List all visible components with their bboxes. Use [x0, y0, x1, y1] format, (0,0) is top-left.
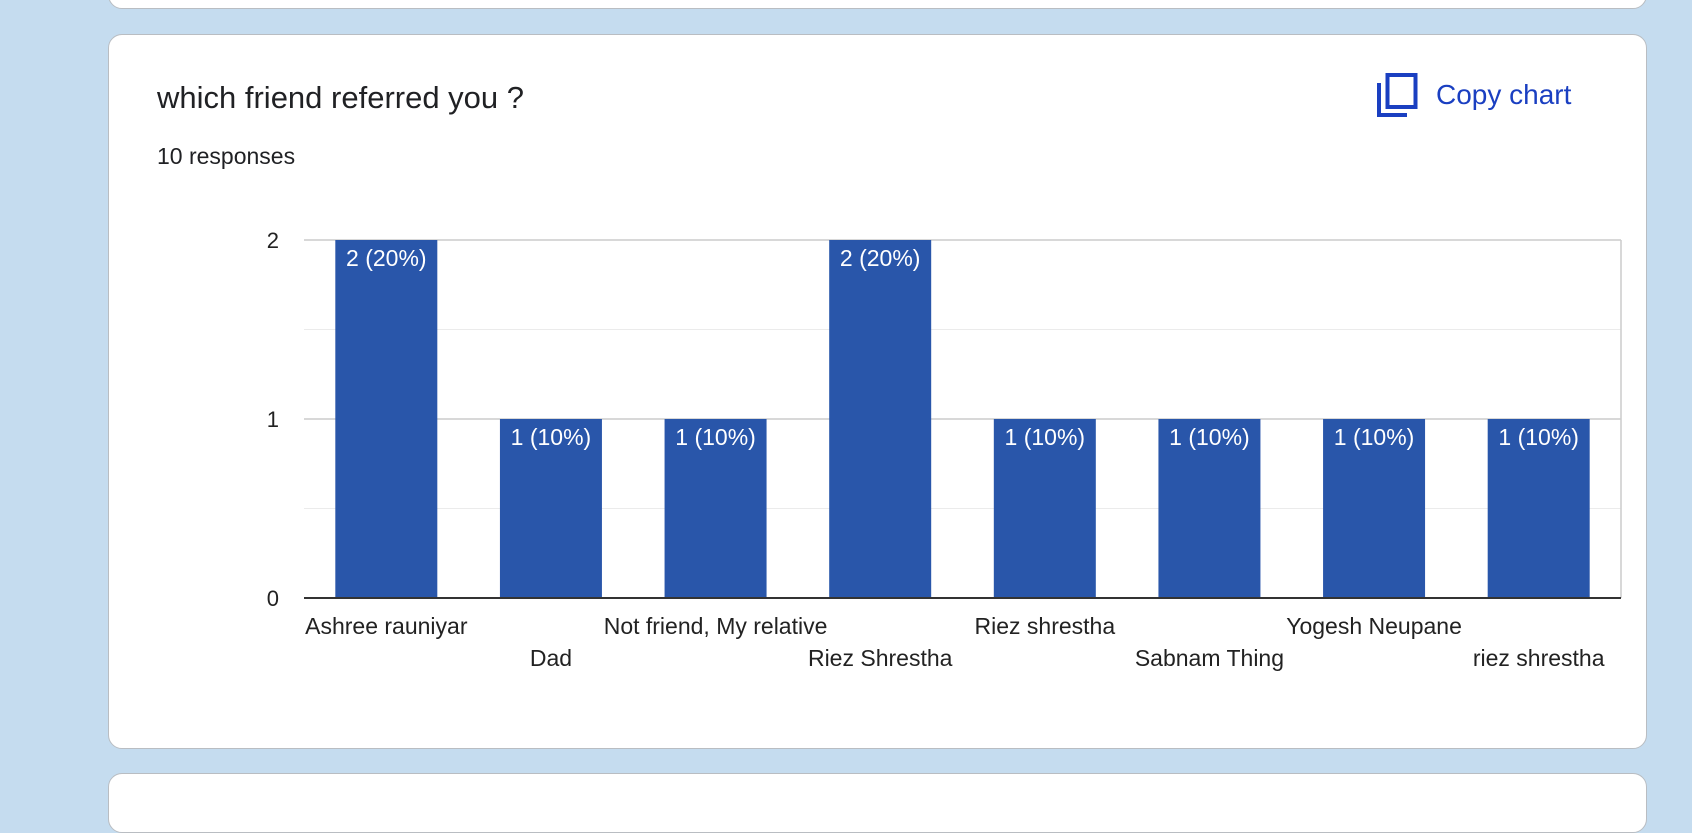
bar-data-label: 1 (10%)	[1005, 424, 1086, 450]
bar	[1158, 419, 1261, 598]
bar-data-label: 2 (20%)	[346, 245, 427, 271]
bar	[1323, 419, 1426, 598]
bar-data-label: 1 (10%)	[1498, 424, 1579, 450]
bar-data-label: 1 (10%)	[1334, 424, 1415, 450]
bar	[1487, 419, 1590, 598]
x-category-label: Riez Shrestha	[808, 645, 953, 671]
x-category-label: Sabnam Thing	[1135, 645, 1284, 671]
bar-data-label: 1 (10%)	[511, 424, 592, 450]
x-category-label: Dad	[530, 645, 572, 671]
bar	[829, 240, 932, 598]
bar-data-label: 1 (10%)	[675, 424, 756, 450]
x-category-label: Yogesh Neupane	[1286, 613, 1462, 639]
copy-chart-button[interactable]: Copy chart	[1376, 70, 1571, 120]
bar	[993, 419, 1096, 598]
x-category-label: riez shrestha	[1473, 645, 1605, 671]
copy-chart-label: Copy chart	[1436, 79, 1572, 110]
bar-data-label: 2 (20%)	[840, 245, 921, 271]
y-tick-label: 2	[267, 228, 279, 253]
question-title: which friend referred you ?	[157, 80, 525, 115]
y-tick-label: 0	[267, 586, 279, 611]
x-category-label: Not friend, My relative	[604, 613, 828, 639]
bar	[664, 419, 767, 598]
bar	[499, 419, 602, 598]
y-tick-label: 1	[267, 407, 279, 432]
bar-chart: 0 1 2 2 (20%) Ashree rauniyar 1 (10%) Dad 1 (10…	[267, 228, 1622, 671]
copy-icon	[1377, 73, 1418, 117]
bar	[335, 240, 438, 598]
x-category-label: Ashree rauniyar	[305, 613, 468, 639]
next-question-card	[108, 773, 1647, 833]
bar-data-label: 1 (10%)	[1169, 424, 1250, 450]
response-count: 10 responses	[157, 143, 296, 169]
x-category-label: Riez shrestha	[975, 613, 1116, 639]
